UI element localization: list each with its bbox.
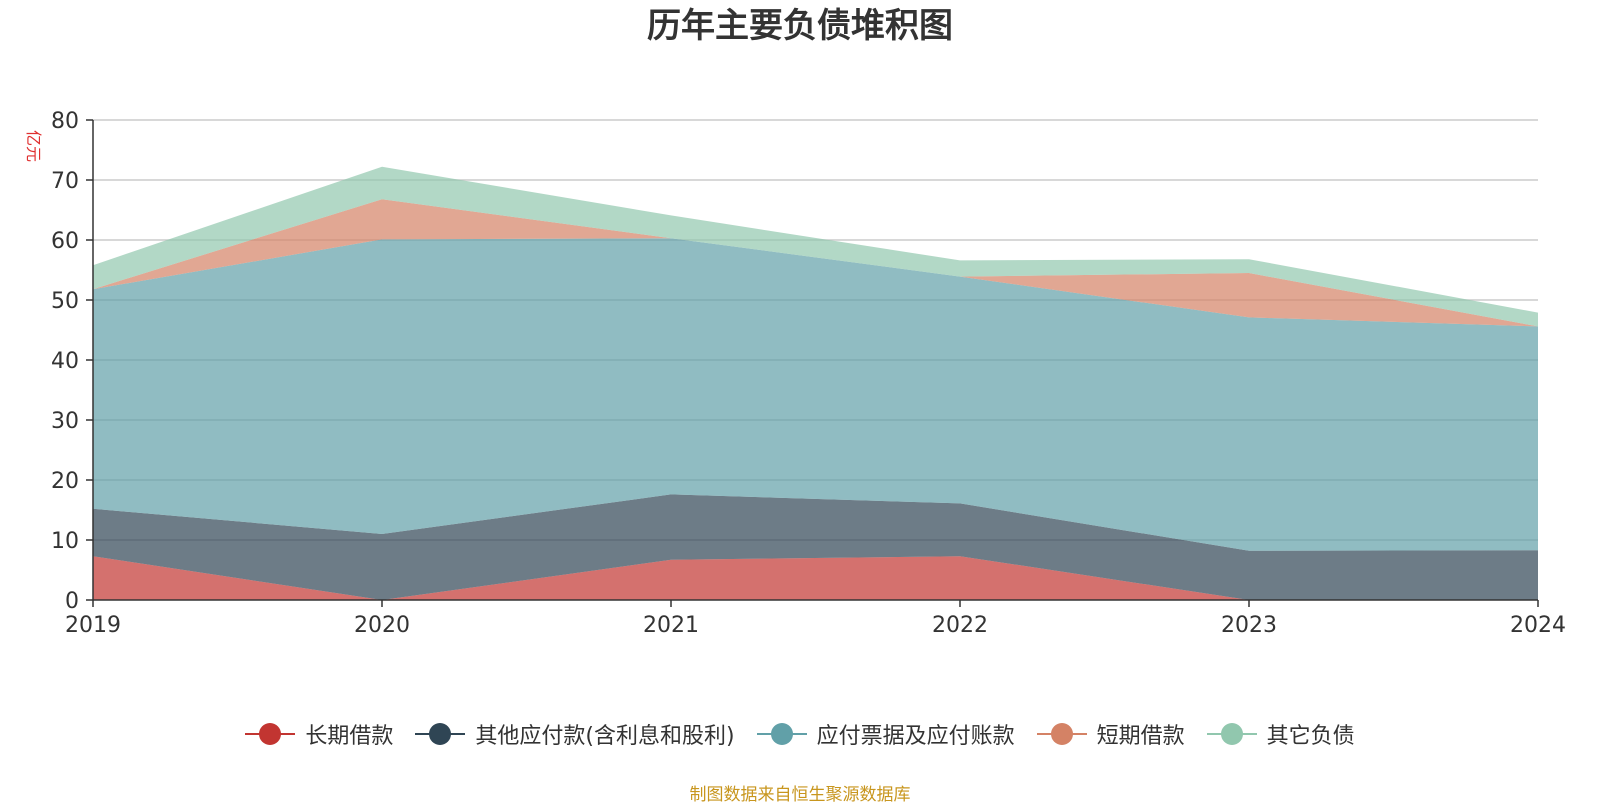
legend-item-4[interactable]: 短期借款 (1036, 718, 1185, 750)
legend-label: 应付票据及应付账款 (816, 724, 1015, 749)
area-series-4 (93, 199, 1538, 327)
legend-label: 其他应付款(含利息和股利) (475, 724, 735, 749)
area-series-2 (93, 494, 1538, 600)
legend-item-2[interactable]: 其他应付款(含利息和股利) (415, 718, 735, 750)
x-tick-label: 2019 (65, 613, 121, 638)
x-tick-label: 2024 (1510, 613, 1566, 638)
legend-label: 长期借款 (305, 724, 394, 749)
legend-item-1[interactable]: 长期借款 (245, 718, 393, 750)
x-tick-label: 2023 (1221, 613, 1277, 638)
y-axis-label: 亿元 (24, 130, 43, 162)
legend-marker-icon (1206, 722, 1257, 746)
y-tick-label: 50 (51, 289, 79, 314)
x-tick-label: 2020 (354, 613, 410, 638)
y-tick-label: 10 (51, 529, 79, 554)
y-tick-label: 30 (51, 409, 79, 434)
area-series-1 (93, 556, 1538, 600)
legend-marker-icon (1036, 722, 1087, 746)
area-series-3 (93, 238, 1538, 551)
y-tick-label: 20 (51, 469, 79, 494)
y-tick-label: 40 (51, 349, 79, 374)
x-tick-label: 2021 (643, 613, 699, 638)
legend-marker-icon (756, 722, 807, 746)
legend: 长期借款 其他应付款(含利息和股利) 应付票据及应付账款 短期借款 其它负债 (0, 718, 1600, 750)
legend-marker-icon (245, 722, 296, 746)
area-series-5 (93, 166, 1538, 327)
y-tick-label: 80 (51, 109, 79, 134)
legend-label: 短期借款 (1096, 724, 1185, 749)
y-tick-label: 0 (65, 589, 79, 614)
legend-item-5[interactable]: 其它负债 (1206, 718, 1355, 750)
source-note: 制图数据来自恒生聚源数据库 (689, 785, 911, 805)
chart-title: 历年主要负债堆积图 (647, 6, 953, 46)
legend-label: 其它负债 (1266, 724, 1355, 749)
y-tick-label: 70 (51, 169, 79, 194)
y-tick-label: 60 (51, 229, 79, 254)
x-tick-label: 2022 (932, 613, 988, 638)
legend-marker-icon (415, 722, 466, 746)
legend-item-3[interactable]: 应付票据及应付账款 (756, 718, 1015, 750)
